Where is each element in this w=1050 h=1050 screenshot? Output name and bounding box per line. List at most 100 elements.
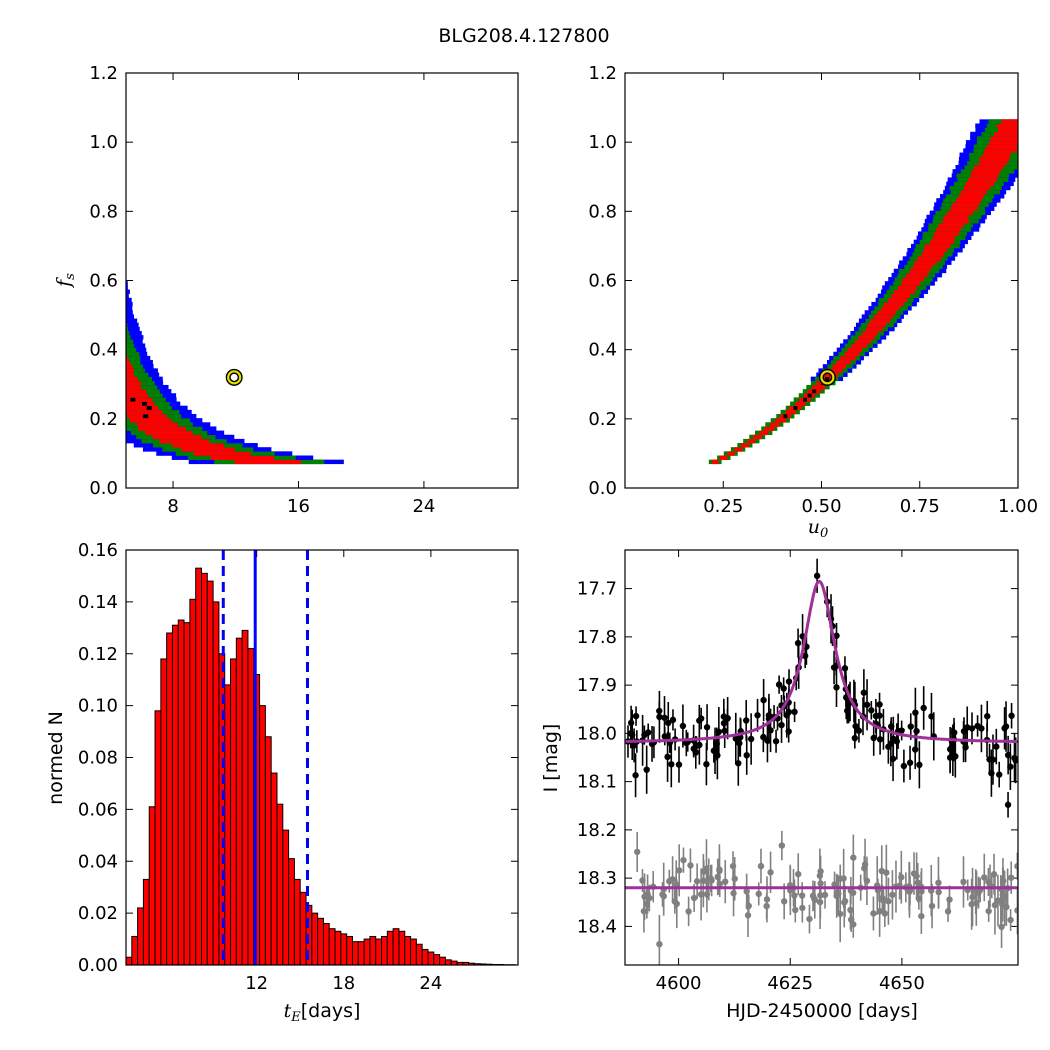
inner-cell <box>181 447 235 452</box>
data-point <box>833 684 840 691</box>
data-point <box>632 712 640 720</box>
inner-cell <box>921 252 944 257</box>
histogram-bar <box>444 959 452 965</box>
inner-cell <box>137 422 178 427</box>
data-point <box>998 923 1005 931</box>
middle-cell <box>126 326 128 332</box>
data-point <box>813 572 821 580</box>
data-point <box>772 738 780 745</box>
outer-cell <box>126 326 140 332</box>
histogram-bar <box>351 941 359 965</box>
fs-tick-label: 0.0 <box>588 478 617 499</box>
data-point <box>851 734 859 742</box>
inner-cell <box>785 409 796 415</box>
histogram-bar <box>421 948 429 965</box>
data-point <box>984 713 991 720</box>
data-point <box>835 890 842 897</box>
data-point <box>693 878 701 885</box>
histogram-bar <box>171 624 179 965</box>
histogram-bar <box>212 601 220 965</box>
histogram-bar <box>154 710 162 965</box>
data-point <box>760 733 767 741</box>
outer-cell <box>126 322 139 328</box>
inner-cell <box>984 148 1017 153</box>
histogram-bar <box>404 935 412 965</box>
fs-tick-label: 0.4 <box>588 340 617 361</box>
inner-cell <box>832 364 846 369</box>
inner-cell <box>711 459 719 465</box>
panel-fs-vs-tE: 8 16 24 0.0 0.2 0.4 0.6 0.8 1.0 1.2 <box>89 63 519 517</box>
data-point <box>710 747 718 754</box>
inner-cell <box>126 409 163 415</box>
best-fit-marker-ring <box>820 370 835 385</box>
data-point <box>736 740 743 747</box>
inner-cell <box>828 368 843 373</box>
outer-cell <box>126 314 135 319</box>
data-point <box>703 724 711 731</box>
inner-cell <box>234 459 302 465</box>
inner-cell <box>145 430 193 436</box>
fs-tick-label: 0.0 <box>89 478 118 499</box>
figure-title: BLG208.4.127800 <box>438 25 609 47</box>
data-point <box>668 761 675 768</box>
data-point <box>799 904 806 912</box>
hjd-tick-label: 4625 <box>767 973 813 994</box>
inner-cell <box>866 326 883 332</box>
inner-cell <box>126 405 159 411</box>
inner-cell <box>990 135 1018 141</box>
inner-cell <box>126 380 141 386</box>
data-point <box>968 725 976 732</box>
histogram-bar <box>224 684 232 965</box>
data-point <box>708 877 715 884</box>
data-point <box>745 902 752 910</box>
inner-cell <box>963 185 991 191</box>
inner-cell <box>847 347 863 353</box>
histogram-bar <box>433 954 441 965</box>
inner-cell <box>996 123 1018 128</box>
inner-cell <box>870 318 891 323</box>
inner-cell <box>960 189 987 195</box>
fs-tick-label: 1.0 <box>588 132 617 153</box>
inner-cell <box>874 314 893 319</box>
inner-cell <box>126 389 147 394</box>
axes-frame <box>624 72 1019 489</box>
middle-cell <box>126 355 141 361</box>
inner-cell <box>997 127 1018 133</box>
data-point <box>671 898 679 905</box>
fs-tick-label: 0.8 <box>588 201 617 222</box>
data-point <box>703 760 710 768</box>
histogram-bar <box>299 891 307 965</box>
data-point <box>876 701 883 708</box>
data-point <box>765 712 773 719</box>
data-point <box>690 894 698 902</box>
data-point <box>767 869 774 876</box>
middle-cell <box>126 335 131 340</box>
data-point <box>833 632 840 639</box>
data-point <box>757 862 765 870</box>
data-point <box>906 888 913 895</box>
histogram-bar <box>137 907 144 965</box>
histogram-bar <box>259 705 266 965</box>
middle-cell <box>126 360 141 365</box>
data-point <box>778 842 786 849</box>
data-point <box>1011 754 1018 762</box>
data-point <box>639 877 646 884</box>
inner-cell <box>126 384 141 390</box>
histogram-bar <box>142 878 150 965</box>
inner-cell <box>979 156 1010 162</box>
middle-cell <box>126 384 158 390</box>
inner-cell <box>936 227 961 232</box>
inner-cell <box>967 177 997 182</box>
inner-cell <box>986 144 1017 149</box>
histogram-bar <box>166 632 173 965</box>
data-point <box>991 901 999 909</box>
data-point <box>1007 916 1014 924</box>
histogram-bar <box>328 928 336 965</box>
inner-cell <box>938 223 964 228</box>
histogram-bar <box>322 923 330 965</box>
data-point <box>830 664 838 671</box>
inner-cell <box>138 426 186 431</box>
data-point <box>661 714 668 721</box>
inner-cell <box>965 181 994 187</box>
data-point <box>831 881 838 888</box>
